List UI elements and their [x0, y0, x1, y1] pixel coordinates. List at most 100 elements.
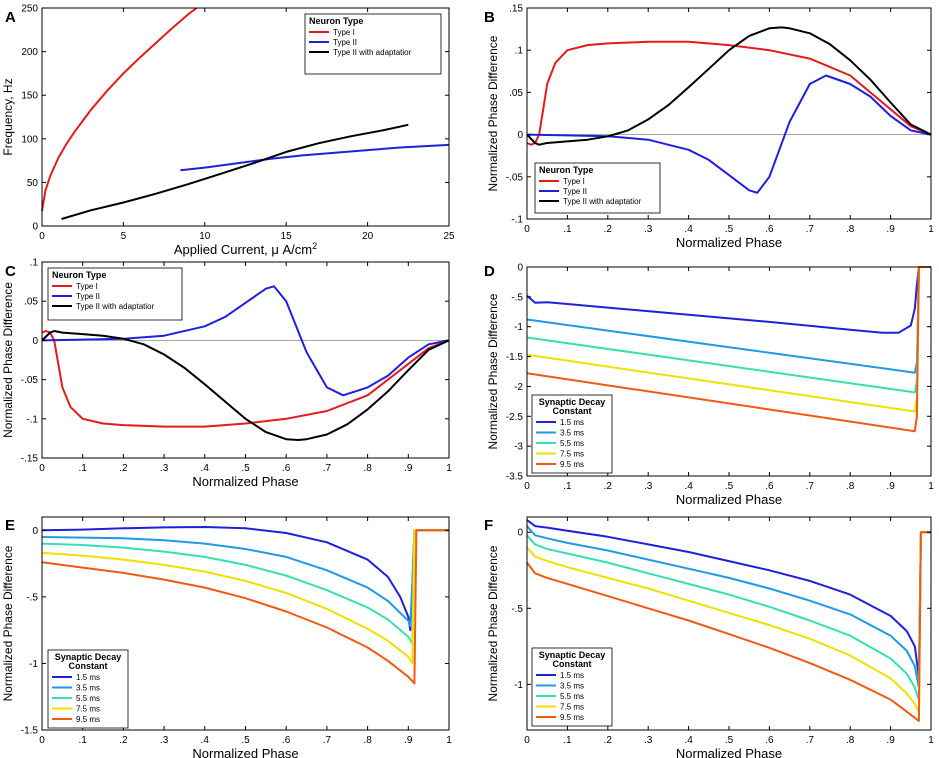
- x-tick-label: .6: [765, 735, 774, 746]
- y-tick-label: -.5: [26, 592, 38, 603]
- y-tick-label: .15: [509, 4, 523, 15]
- y-tick-label: 0: [32, 336, 38, 347]
- panel-letter: A: [5, 9, 16, 26]
- y-axis-label: Normalized Phase Difference: [486, 293, 500, 449]
- x-tick-label: .6: [765, 224, 774, 235]
- series-line-3-5-ms: [526, 266, 931, 374]
- x-tick-label: .9: [886, 481, 895, 492]
- y-tick-label: -.15: [21, 454, 39, 465]
- legend-entry: 7.5 ms: [76, 705, 100, 714]
- series-line-type-ii-with-adaptatior: [41, 330, 450, 441]
- x-tick-label: .6: [282, 463, 291, 474]
- series-line-type-i: [41, 330, 450, 428]
- x-tick-label: .8: [846, 224, 855, 235]
- x-tick-label: 1: [928, 735, 934, 746]
- series-line-type-ii: [41, 285, 450, 397]
- x-axis-label: Normalized Phase: [676, 235, 782, 250]
- x-tick-label: 1: [446, 463, 452, 474]
- x-tick-label: .3: [644, 224, 653, 235]
- legend-title: Neuron Type: [52, 270, 106, 280]
- y-tick-label: 0: [517, 263, 523, 274]
- legend-entry: 9.5 ms: [76, 715, 100, 724]
- x-tick-label: .8: [846, 481, 855, 492]
- x-axis-label: Normalized Phase: [192, 746, 298, 758]
- x-tick-label: .2: [119, 463, 128, 474]
- x-tick-label: 0: [39, 463, 45, 474]
- y-tick-label: 0: [32, 526, 38, 537]
- series-line-type-ii: [526, 74, 932, 194]
- x-tick-label: .6: [765, 481, 774, 492]
- x-tick-label: 1: [928, 224, 934, 235]
- legend-entry: 9.5 ms: [560, 713, 584, 722]
- legend-entry: 5.5 ms: [560, 439, 584, 448]
- y-tick-label: .1: [515, 46, 524, 57]
- legend-entry: Type I: [563, 177, 585, 186]
- legend-entry: 5.5 ms: [76, 694, 100, 703]
- x-tick-label: 0: [524, 735, 530, 746]
- legend-box: [531, 394, 613, 474]
- x-tick-label: .3: [160, 463, 169, 474]
- legend-entry: Type I: [76, 282, 98, 291]
- legend-entry: 7.5 ms: [560, 703, 584, 712]
- x-axis-label: Normalized Phase: [676, 746, 782, 758]
- y-tick-label: 50: [27, 178, 39, 189]
- panel-B: B 0 .1 .2 .3 .4 .5 .6 .7 .8 .9 1 -.1 -.05 0 .05 .1 .15 Nor…: [484, 4, 934, 251]
- x-axis-label-superscript: 2: [312, 241, 317, 251]
- x-tick-label: 5: [121, 231, 127, 242]
- y-tick-label: -2: [514, 382, 523, 393]
- panel-letter: F: [484, 517, 493, 534]
- series-line-7-5-ms: [41, 529, 449, 665]
- x-tick-label: .4: [684, 735, 693, 746]
- legend-entry: 3.5 ms: [560, 682, 584, 691]
- legend-entry: 1.5 ms: [76, 673, 100, 682]
- x-tick-label: .5: [725, 224, 734, 235]
- y-tick-label: 200: [21, 47, 38, 58]
- x-tick-label: .4: [201, 735, 210, 746]
- x-tick-label: .4: [684, 481, 693, 492]
- series-line-7-5-ms: [526, 266, 931, 413]
- x-tick-label: .5: [725, 735, 734, 746]
- y-tick-label: -3: [514, 442, 523, 453]
- x-tick-label: .7: [806, 224, 815, 235]
- x-tick-label: .1: [563, 481, 572, 492]
- x-tick-label: 25: [443, 231, 455, 242]
- legend-entry: 1.5 ms: [560, 671, 584, 680]
- x-tick-label: .1: [79, 463, 88, 474]
- x-tick-label: .5: [725, 481, 734, 492]
- legend-box: [534, 162, 661, 214]
- series-line-type-ii-with-adaptatior: [61, 123, 409, 220]
- panel-letter: E: [5, 517, 15, 534]
- y-tick-label: -.05: [506, 172, 524, 183]
- y-tick-label: -3.5: [506, 472, 524, 483]
- legend-entry: Type II with adaptatior: [333, 48, 412, 57]
- y-tick-label: -1: [514, 322, 523, 333]
- legend-entry: Type II with adaptatior: [76, 302, 155, 311]
- x-tick-label: .4: [201, 463, 210, 474]
- legend-box: [531, 647, 613, 727]
- legend-entry: 7.5 ms: [560, 450, 584, 459]
- y-tick-label: .05: [509, 88, 523, 99]
- x-tick-label: 15: [281, 231, 293, 242]
- y-tick-label: -1: [514, 680, 523, 691]
- x-tick-label: 0: [524, 481, 530, 492]
- y-axis-label: Normalized Phase Difference: [1, 282, 15, 438]
- series-line-9-5-ms: [41, 529, 449, 685]
- x-tick-label: .5: [241, 463, 250, 474]
- y-tick-label: 100: [21, 134, 38, 145]
- legend-title: Constant: [553, 406, 592, 416]
- legend-box: [47, 267, 183, 321]
- x-tick-label: .6: [282, 735, 291, 746]
- x-tick-label: .8: [363, 735, 372, 746]
- legend-title: Synaptic Decay: [539, 650, 606, 660]
- axes-frame: [41, 7, 450, 227]
- series-line-1-5-ms: [41, 526, 449, 632]
- series-line-9-5-ms: [526, 531, 931, 722]
- x-tick-label: 0: [524, 224, 530, 235]
- x-tick-label: .3: [644, 481, 653, 492]
- series-line-5-5-ms: [41, 529, 449, 645]
- y-tick-label: -.05: [21, 375, 39, 386]
- x-tick-label: .9: [886, 224, 895, 235]
